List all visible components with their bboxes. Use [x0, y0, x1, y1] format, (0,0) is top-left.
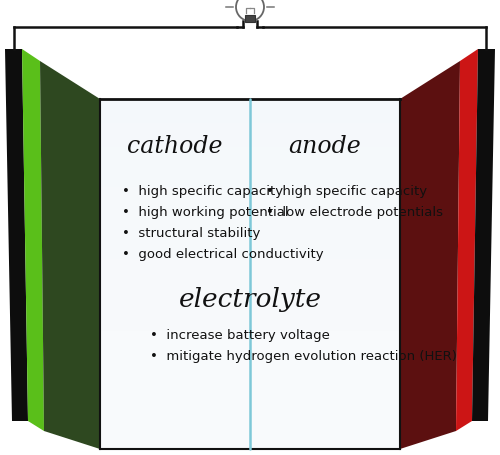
Polygon shape — [400, 62, 460, 449]
Bar — [100, 212, 400, 219]
Text: •  high specific capacity: • high specific capacity — [266, 185, 427, 197]
Polygon shape — [5, 50, 28, 421]
Bar — [100, 148, 400, 156]
Bar — [100, 116, 400, 124]
Text: electrolyte: electrolyte — [178, 286, 322, 311]
Bar — [100, 108, 400, 116]
Bar — [100, 291, 400, 299]
Text: •  good electrical conductivity: • good electrical conductivity — [122, 248, 324, 260]
Bar — [100, 307, 400, 315]
Bar — [100, 236, 400, 243]
Bar — [100, 331, 400, 339]
Text: cathode: cathode — [127, 135, 223, 157]
Bar — [100, 131, 400, 140]
Text: anode: anode — [288, 135, 362, 157]
Polygon shape — [40, 62, 100, 449]
Circle shape — [236, 0, 264, 22]
Text: •  high working potential: • high working potential — [122, 206, 288, 218]
Bar — [100, 275, 400, 283]
Bar — [100, 315, 400, 324]
Polygon shape — [250, 100, 400, 449]
Bar — [100, 219, 400, 228]
Bar — [100, 140, 400, 148]
Text: •  structural stability: • structural stability — [122, 227, 260, 239]
Bar — [100, 243, 400, 252]
Polygon shape — [472, 50, 495, 421]
Bar — [100, 100, 400, 108]
Bar — [100, 259, 400, 268]
Text: •  increase battery voltage: • increase battery voltage — [150, 328, 330, 341]
Text: •  low electrode potentials: • low electrode potentials — [266, 206, 443, 218]
Bar — [100, 252, 400, 259]
Polygon shape — [100, 100, 250, 449]
Bar — [100, 283, 400, 291]
Text: •  high specific capacity: • high specific capacity — [122, 185, 283, 197]
Bar — [100, 187, 400, 196]
Bar — [100, 196, 400, 203]
Bar — [100, 324, 400, 331]
Bar — [100, 124, 400, 131]
Text: •  mitigate hydrogen evolution reaction (HER): • mitigate hydrogen evolution reaction (… — [150, 349, 457, 362]
Bar — [100, 180, 400, 187]
Bar — [100, 268, 400, 275]
Bar — [245, 16, 255, 23]
Polygon shape — [456, 50, 478, 431]
Bar — [100, 164, 400, 172]
Bar — [100, 203, 400, 212]
Bar — [100, 299, 400, 307]
Bar — [100, 228, 400, 236]
Bar — [100, 172, 400, 180]
Bar — [100, 156, 400, 164]
Polygon shape — [22, 50, 44, 431]
